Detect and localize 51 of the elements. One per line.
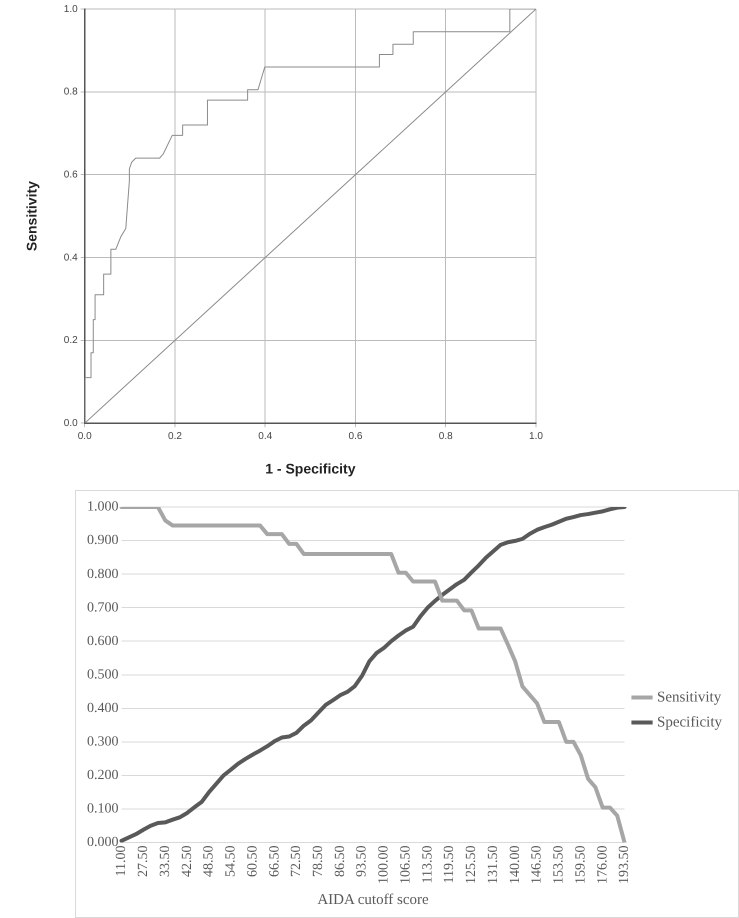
y-tick-label: 0.600 (87, 634, 118, 649)
x-tick-label: 27.50 (136, 846, 152, 877)
x-tick-label: 66.50 (267, 846, 282, 877)
x-tick-label: 153.50 (552, 846, 567, 884)
y-tick-label: 0.0 (64, 418, 78, 429)
x-tick-label: 48.50 (202, 846, 217, 877)
x-tick-label: 131.50 (486, 846, 501, 884)
y-tick-label: 0.800 (87, 566, 118, 582)
legend-label: Sensitivity (657, 689, 722, 706)
y-tick-label: 0.100 (87, 802, 118, 817)
y-tick-label: 0.500 (87, 667, 118, 682)
y-tick-label: 0.4 (64, 252, 78, 264)
y-tick-label: 0.8 (64, 86, 78, 98)
y-tick-label: 0.2 (64, 335, 78, 346)
x-tick-label: 0.8 (438, 430, 454, 442)
x-tick-label: 0.2 (168, 430, 182, 442)
y-tick-label: 0.400 (87, 700, 118, 716)
y-tick-label: 0.200 (87, 768, 118, 784)
x-tick-label: 113.50 (420, 846, 436, 884)
x-tick-label: 60.50 (245, 846, 260, 877)
y-tick-label: 0.300 (87, 734, 118, 750)
x-tick-label: 125.50 (464, 846, 480, 884)
x-tick-label: 42.50 (180, 846, 195, 877)
x-tick-label: 0.4 (258, 430, 273, 442)
x-tick-label: 146.50 (530, 846, 545, 884)
x-tick-label: 0.6 (348, 430, 363, 442)
x-tick-label: 100.00 (376, 846, 392, 884)
x-tick-label: 1.0 (529, 430, 544, 442)
x-tick-label: 72.50 (289, 846, 304, 877)
x-tick-label: 93.50 (354, 846, 370, 877)
x-tick-label: 11.00 (114, 846, 130, 876)
x-tick-label: 33.50 (158, 846, 173, 877)
y-tick-label: 0.6 (64, 169, 78, 180)
y-tick-label: 0.900 (87, 533, 118, 548)
x-tick-label: 159.50 (573, 846, 588, 884)
y-axis-title: Sensitivity (23, 180, 40, 252)
x-tick-label: 86.50 (332, 846, 348, 877)
x-tick-label: 78.50 (311, 846, 326, 877)
y-tick-label: 1.000 (87, 500, 118, 515)
x-axis-title: 1 - Specificity (265, 460, 356, 476)
x-axis-title: AIDA cutoff score (317, 892, 430, 908)
x-tick-label: 54.50 (224, 846, 239, 877)
x-tick-label: 106.50 (398, 846, 414, 884)
y-tick-label: 0.700 (87, 600, 118, 616)
x-tick-label: 0.0 (78, 430, 92, 442)
y-tick-label: 1.0 (64, 4, 78, 15)
x-tick-label: 176.00 (595, 846, 610, 884)
legend-label: Specificity (657, 714, 722, 730)
x-tick-label: 119.50 (442, 846, 458, 884)
x-tick-label: 140.00 (508, 846, 523, 884)
x-tick-label: 193.50 (617, 846, 632, 884)
